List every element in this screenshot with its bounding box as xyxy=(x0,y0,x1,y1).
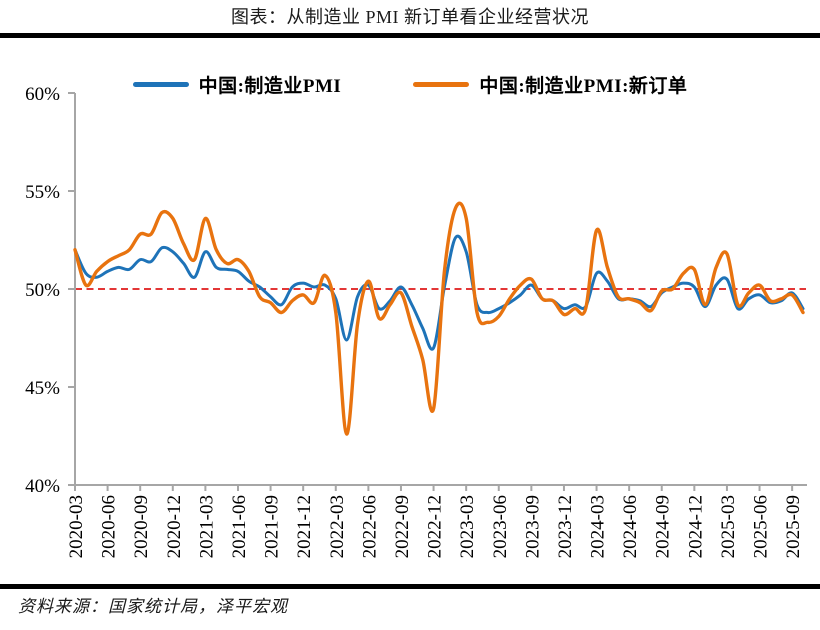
bottom-divider-rule xyxy=(0,584,820,589)
y-tick-label: 45% xyxy=(25,378,60,399)
x-tick-label: 2022-12 xyxy=(425,495,446,558)
x-tick-label: 2021-09 xyxy=(262,495,283,558)
x-tick-label: 2023-03 xyxy=(457,495,478,558)
new-orders-series-swatch xyxy=(413,81,470,87)
y-tick-label: 40% xyxy=(25,476,60,497)
x-tick-label: 2025-03 xyxy=(718,495,739,558)
x-tick-label: 2020-09 xyxy=(131,495,152,558)
x-tick-label: 2020-12 xyxy=(164,495,185,558)
chart-legend: 中国:制造业PMI 中国:制造业PMI:新订单 xyxy=(0,68,820,100)
x-tick-label: 2023-12 xyxy=(555,495,576,558)
x-tick-label: 2025-06 xyxy=(751,495,772,558)
source-note: 资料来源：国家统计局，泽平宏观 xyxy=(18,597,288,616)
x-tick-label: 2020-06 xyxy=(99,495,120,558)
x-tick-label: 2023-06 xyxy=(490,495,511,558)
x-tick-label: 2021-03 xyxy=(196,495,217,558)
new-orders-line xyxy=(73,201,805,436)
x-tick-label: 2022-09 xyxy=(392,495,413,558)
x-tick-label: 2024-06 xyxy=(620,495,641,558)
x-tick-label: 2020-03 xyxy=(66,495,87,558)
y-tick-label: 60% xyxy=(25,84,60,105)
x-tick-label: 2024-12 xyxy=(685,495,706,558)
x-tick-label: 2023-09 xyxy=(522,495,543,558)
x-tick-label: 2022-06 xyxy=(359,495,380,558)
x-tick-label: 2025-09 xyxy=(783,495,804,558)
chart-title: 图表：从制造业 PMI 新订单看企业经营状况 xyxy=(230,7,589,27)
x-tick-label: 2021-06 xyxy=(229,495,250,558)
legend-item-pmi: 中国:制造业PMI xyxy=(132,71,342,98)
x-tick-label: 2024-09 xyxy=(653,495,674,558)
new-orders-series-label: 中国:制造业PMI:新订单 xyxy=(479,75,688,97)
pmi-series-swatch xyxy=(132,81,189,87)
pmi-series-label: 中国:制造业PMI xyxy=(198,75,342,97)
x-tick-label: 2022-03 xyxy=(327,495,348,558)
top-divider-rule xyxy=(0,33,820,38)
x-tick-label: 2021-12 xyxy=(294,495,315,558)
legend-item-new-orders: 中国:制造业PMI:新订单 xyxy=(413,71,687,98)
y-tick-label: 50% xyxy=(25,280,60,301)
y-tick-label: 55% xyxy=(25,182,60,203)
x-tick-label: 2024-03 xyxy=(588,495,609,558)
